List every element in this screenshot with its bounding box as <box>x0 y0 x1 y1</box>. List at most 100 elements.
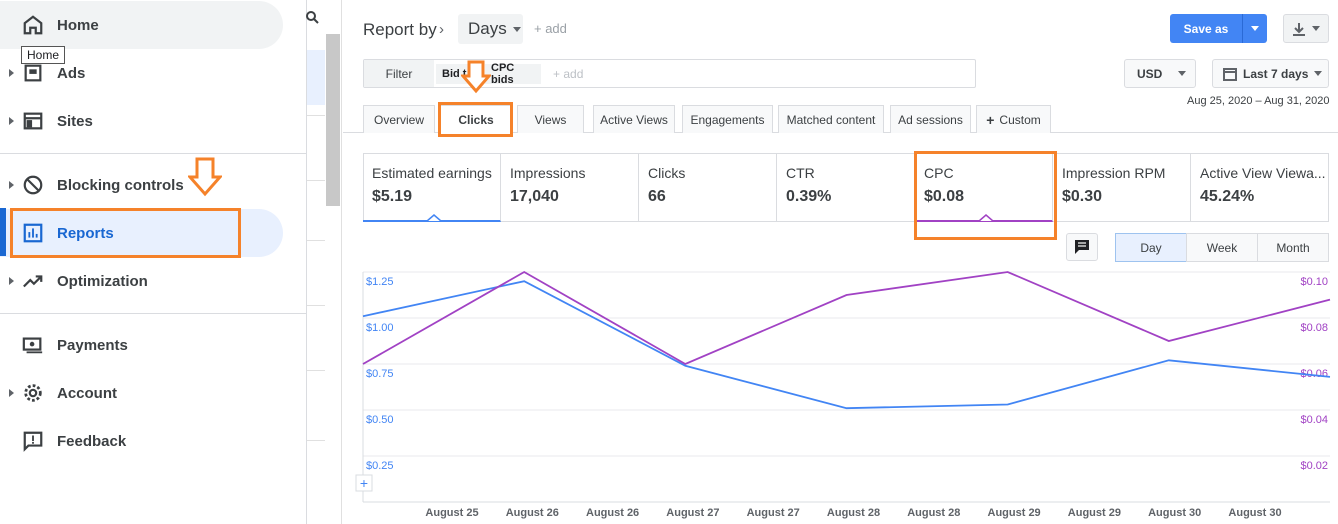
right-tick-label: $0.02 <box>1300 460 1328 472</box>
metric-card-clicks[interactable]: Clicks 66 <box>639 153 777 222</box>
tab-active-views[interactable]: Active Views <box>593 105 675 133</box>
sites-icon <box>23 112 43 130</box>
filter-chip[interactable]: CPC bids <box>485 62 541 86</box>
dimension-label: Days <box>468 19 507 38</box>
sidebar-item-label: Home <box>57 16 99 34</box>
currency-label: USD <box>1137 66 1163 81</box>
comment-icon <box>1075 240 1089 254</box>
sidebar-item-optimization[interactable]: Optimization <box>0 257 283 305</box>
series-line <box>362 270 1331 366</box>
home-icon <box>23 15 43 35</box>
tab-matched-content[interactable]: Matched content <box>778 105 884 133</box>
x-tick-label: August 28 <box>827 507 880 519</box>
right-tick-label: $0.04 <box>1300 414 1328 426</box>
sidebar: Home Home Ads Sites Blocking controls Re… <box>0 0 307 524</box>
annotation-highlight-box <box>914 151 1057 240</box>
selection-notch-icon <box>979 214 993 222</box>
sidebar-item-home[interactable]: Home <box>0 1 283 49</box>
divider <box>0 313 307 314</box>
x-tick-label: August 26 <box>506 507 559 519</box>
x-tick-label: August 29 <box>1068 507 1121 519</box>
right-tick-label: $0.08 <box>1300 322 1328 334</box>
sidebar-item-label: Ads <box>57 64 86 82</box>
left-tick-label: $0.25 <box>366 460 394 472</box>
granularity-month-button[interactable]: Month <box>1257 233 1329 262</box>
expand-caret-icon[interactable] <box>9 277 14 285</box>
sidebar-item-label: Optimization <box>57 272 148 290</box>
metric-card-ctr[interactable]: CTR 0.39% <box>777 153 915 222</box>
background-selection <box>307 50 325 105</box>
add-filter-input[interactable]: + add <box>553 67 584 81</box>
metric-card-impression-rpm[interactable]: Impression RPM $0.30 <box>1053 153 1191 222</box>
tab-engagements[interactable]: Engagements <box>682 105 773 133</box>
x-tick-label: August 30 <box>1228 507 1281 519</box>
expand-caret-icon[interactable] <box>9 69 14 77</box>
sidebar-item-label: Feedback <box>57 432 127 450</box>
reports-icon <box>23 223 43 243</box>
chevron-down-icon <box>1314 71 1323 76</box>
save-as-button[interactable]: Save as <box>1170 14 1242 43</box>
save-as-dropdown[interactable] <box>1242 14 1267 43</box>
x-tick-label: August 26 <box>586 507 639 519</box>
zoom-plus-button[interactable] <box>355 474 373 492</box>
download-button[interactable] <box>1283 14 1329 43</box>
sidebar-item-ads[interactable]: Ads <box>0 49 283 97</box>
filter-button[interactable]: Filter <box>364 60 434 87</box>
date-range-dropdown[interactable]: Last 7 days <box>1212 59 1329 88</box>
right-tick-label: $0.06 <box>1300 368 1328 380</box>
metric-card-estimated-earnings[interactable]: Estimated earnings $5.19 <box>363 153 501 222</box>
plus-icon: + <box>360 475 368 491</box>
left-tick-label: $1.25 <box>366 276 394 288</box>
annotation-arrow-icon <box>461 60 491 94</box>
sidebar-item-blocking-controls[interactable]: Blocking controls <box>0 161 283 209</box>
expand-caret-icon[interactable] <box>9 389 14 397</box>
right-tick-label: $0.10 <box>1300 276 1328 288</box>
expand-caret-icon[interactable] <box>9 117 14 125</box>
add-dimension-button[interactable]: + add <box>534 21 567 36</box>
expand-caret-icon[interactable] <box>9 181 14 189</box>
metric-card-active-view-viewability[interactable]: Active View Viewa... 45.24% <box>1191 153 1329 222</box>
granularity-week-button[interactable]: Week <box>1186 233 1258 262</box>
chevron-down-icon <box>1178 71 1187 76</box>
tab-ad-sessions[interactable]: Ad sessions <box>890 105 971 133</box>
currency-dropdown[interactable]: USD <box>1124 59 1196 88</box>
dimension-dropdown[interactable]: Days <box>458 14 523 44</box>
metric-card-impressions[interactable]: Impressions 17,040 <box>501 153 639 222</box>
sidebar-item-account[interactable]: Account <box>0 369 283 417</box>
tooltip: Home <box>21 46 66 64</box>
metric-name: CTR <box>786 165 815 181</box>
metric-name: Impressions <box>510 165 586 181</box>
scrollbar[interactable] <box>326 34 340 206</box>
metric-name: Impression RPM <box>1062 165 1166 181</box>
sidebar-item-feedback[interactable]: Feedback <box>0 417 283 465</box>
tab-overview[interactable]: Overview <box>363 105 435 133</box>
sidebar-item-payments[interactable]: Payments <box>0 321 283 369</box>
metric-cards <box>363 153 1329 222</box>
divider <box>307 240 325 241</box>
filter-bar[interactable] <box>363 59 976 88</box>
sidebar-item-sites[interactable]: Sites <box>0 97 283 145</box>
trending-icon <box>23 275 43 288</box>
plus-icon: + <box>986 111 995 128</box>
download-icon <box>1293 22 1305 36</box>
x-tick-label: August 28 <box>907 507 960 519</box>
granularity-day-button[interactable]: Day <box>1115 233 1187 262</box>
sidebar-item-reports[interactable]: Reports <box>0 209 283 257</box>
x-tick-label: August 27 <box>747 507 800 519</box>
tab-custom-label: Custom <box>999 112 1041 127</box>
sidebar-item-label: Payments <box>57 336 128 354</box>
annotation-arrow-icon <box>188 157 222 197</box>
metric-name: Active View Viewa... <box>1200 165 1326 181</box>
sidebar-item-label: Sites <box>57 112 93 130</box>
sidebar-item-label: Blocking controls <box>57 176 184 194</box>
x-tick-label: August 29 <box>988 507 1041 519</box>
divider <box>307 440 325 441</box>
annotations-button[interactable] <box>1066 233 1098 261</box>
tab-views[interactable]: Views <box>517 105 584 133</box>
metric-value: 17,040 <box>510 188 559 205</box>
tab-custom[interactable]: + Custom <box>976 105 1051 133</box>
metric-value: 45.24% <box>1200 188 1255 205</box>
x-tick-label: August 25 <box>425 507 478 519</box>
search-icon[interactable] <box>305 10 319 24</box>
divider <box>307 115 325 116</box>
